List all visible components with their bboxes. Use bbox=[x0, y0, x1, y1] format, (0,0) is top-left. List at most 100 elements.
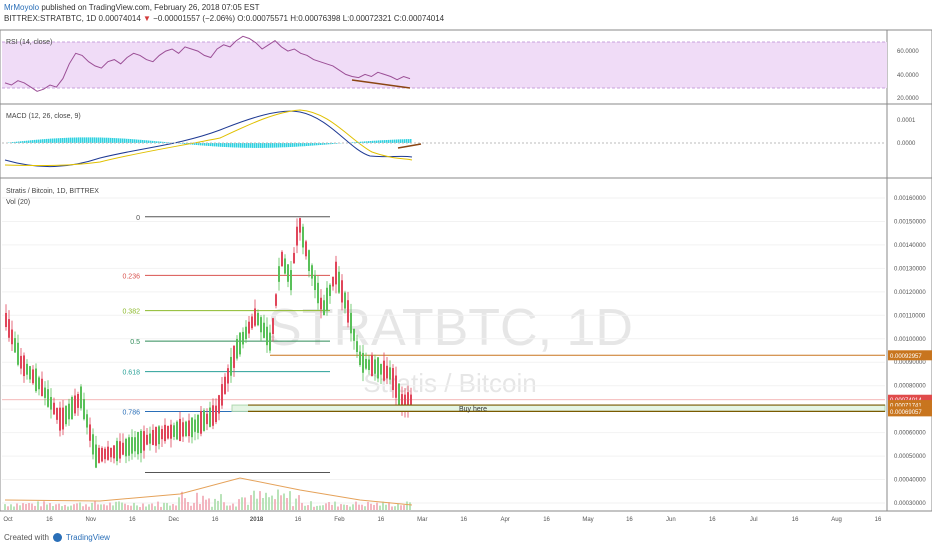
macd-hist-bar bbox=[200, 143, 202, 146]
chart-canvas[interactable]: RSI (14, close) 60.0000 40.0000 20.0000 … bbox=[0, 0, 932, 528]
macd-hist-bar bbox=[356, 142, 358, 143]
macd-hist-bar bbox=[34, 139, 36, 143]
candle-body bbox=[50, 396, 52, 410]
candle-body bbox=[398, 383, 400, 405]
macd-hist-bar bbox=[140, 139, 142, 143]
price-tick-label: 0.00100000 bbox=[894, 337, 926, 343]
price-change: −0.00001557 (−2.06%) bbox=[150, 14, 238, 23]
author-link[interactable]: MrMoyolo bbox=[4, 3, 40, 12]
volume-bar bbox=[103, 504, 105, 510]
fib-level-label: 0.236 bbox=[122, 273, 140, 280]
volume-bar bbox=[91, 502, 93, 510]
volume-bar bbox=[388, 502, 390, 510]
volume-bar bbox=[361, 504, 363, 510]
macd-hist-bar bbox=[362, 141, 364, 143]
publish-info: published on TradingView.com, February 2… bbox=[39, 3, 260, 12]
price-pane[interactable] bbox=[0, 177, 932, 512]
candle-body bbox=[74, 395, 76, 414]
macd-hist-bar bbox=[98, 137, 100, 143]
macd-hist-bar bbox=[272, 143, 274, 148]
price-tick-label: 0.00110000 bbox=[894, 313, 926, 319]
macd-hist-bar bbox=[364, 141, 366, 143]
macd-hist-bar bbox=[322, 143, 324, 145]
candle-body bbox=[332, 277, 334, 287]
macd-hist-bar bbox=[248, 143, 250, 148]
macd-hist-bar bbox=[104, 137, 106, 143]
candle-body bbox=[356, 341, 358, 353]
candle-body bbox=[311, 265, 313, 279]
tradingview-link[interactable]: TradingView bbox=[65, 533, 110, 542]
price-tick-label: 0.00060000 bbox=[894, 431, 926, 437]
candle-body bbox=[299, 218, 301, 233]
buy-zone-box[interactable] bbox=[231, 404, 886, 412]
volume-bar bbox=[13, 506, 15, 510]
volume-bar bbox=[322, 505, 324, 510]
candle-body bbox=[179, 418, 181, 442]
macd-hist-bar bbox=[218, 143, 220, 147]
macd-hist-bar bbox=[106, 137, 108, 143]
macd-hist-bar bbox=[20, 141, 22, 143]
macd-hist-bar bbox=[268, 143, 270, 148]
volume-bar bbox=[193, 502, 195, 510]
volume-bar bbox=[271, 495, 273, 510]
volume-bar bbox=[28, 503, 30, 510]
candle-body bbox=[194, 419, 196, 432]
rsi-band bbox=[2, 42, 887, 88]
candle-body bbox=[146, 434, 148, 445]
macd-pane[interactable] bbox=[0, 103, 932, 179]
volume-bar bbox=[112, 505, 114, 510]
volume-bar bbox=[211, 506, 213, 510]
volume-bar bbox=[49, 503, 51, 510]
candle-body bbox=[278, 266, 280, 282]
macd-hist-bar bbox=[368, 141, 370, 143]
footer: Created with TradingView bbox=[4, 533, 110, 542]
macd-hist-bar bbox=[352, 142, 354, 143]
volume-bar bbox=[37, 501, 39, 510]
macd-hist-bar bbox=[244, 143, 246, 148]
macd-hist-bar bbox=[276, 143, 278, 148]
candle-body bbox=[215, 405, 217, 423]
candle-body bbox=[116, 440, 118, 462]
macd-hist-bar bbox=[204, 143, 206, 146]
volume-bar bbox=[265, 492, 267, 510]
candle-body bbox=[404, 394, 406, 412]
macd-hist-bar bbox=[300, 143, 302, 147]
candle-body bbox=[131, 437, 133, 454]
candle-body bbox=[209, 407, 211, 427]
volume-bar bbox=[277, 489, 279, 510]
volume-bar bbox=[34, 505, 36, 510]
volume-bar bbox=[316, 505, 318, 510]
time-axis-label: 16 bbox=[875, 517, 882, 523]
candle-body bbox=[251, 316, 253, 329]
time-axis-label: 16 bbox=[543, 517, 550, 523]
candle-body bbox=[176, 421, 178, 440]
buy-zone[interactable]: Buy here bbox=[231, 404, 886, 413]
macd-hist-bar bbox=[264, 143, 266, 148]
volume-bar bbox=[175, 505, 177, 510]
candle-body bbox=[155, 426, 157, 446]
volume-bar bbox=[139, 507, 141, 510]
macd-hist-bar bbox=[326, 143, 328, 145]
macd-hist-bar bbox=[152, 140, 154, 143]
candle-body bbox=[8, 319, 10, 338]
candle-body bbox=[392, 368, 394, 391]
candle-body bbox=[401, 394, 403, 410]
candle-body bbox=[308, 250, 310, 271]
macd-hist-bar bbox=[136, 139, 138, 143]
volume-bar bbox=[109, 502, 111, 510]
price-tick-label: 0.00050000 bbox=[894, 454, 926, 460]
candle-body bbox=[197, 414, 199, 433]
macd-hist-bar bbox=[232, 143, 234, 148]
macd-hist-bar bbox=[294, 143, 296, 147]
price-tick-label: 0.00030000 bbox=[894, 501, 926, 507]
candle-body bbox=[164, 424, 166, 442]
volume-bar bbox=[334, 501, 336, 510]
candle-body bbox=[134, 437, 136, 452]
candle-body bbox=[344, 292, 346, 309]
macd-hist-bar bbox=[134, 139, 136, 143]
candle-body bbox=[302, 226, 304, 248]
symbol-label: BITTREX:STRATBTC, 1D bbox=[4, 14, 99, 23]
volume-bar bbox=[226, 505, 228, 510]
macd-hist-bar bbox=[150, 140, 152, 143]
